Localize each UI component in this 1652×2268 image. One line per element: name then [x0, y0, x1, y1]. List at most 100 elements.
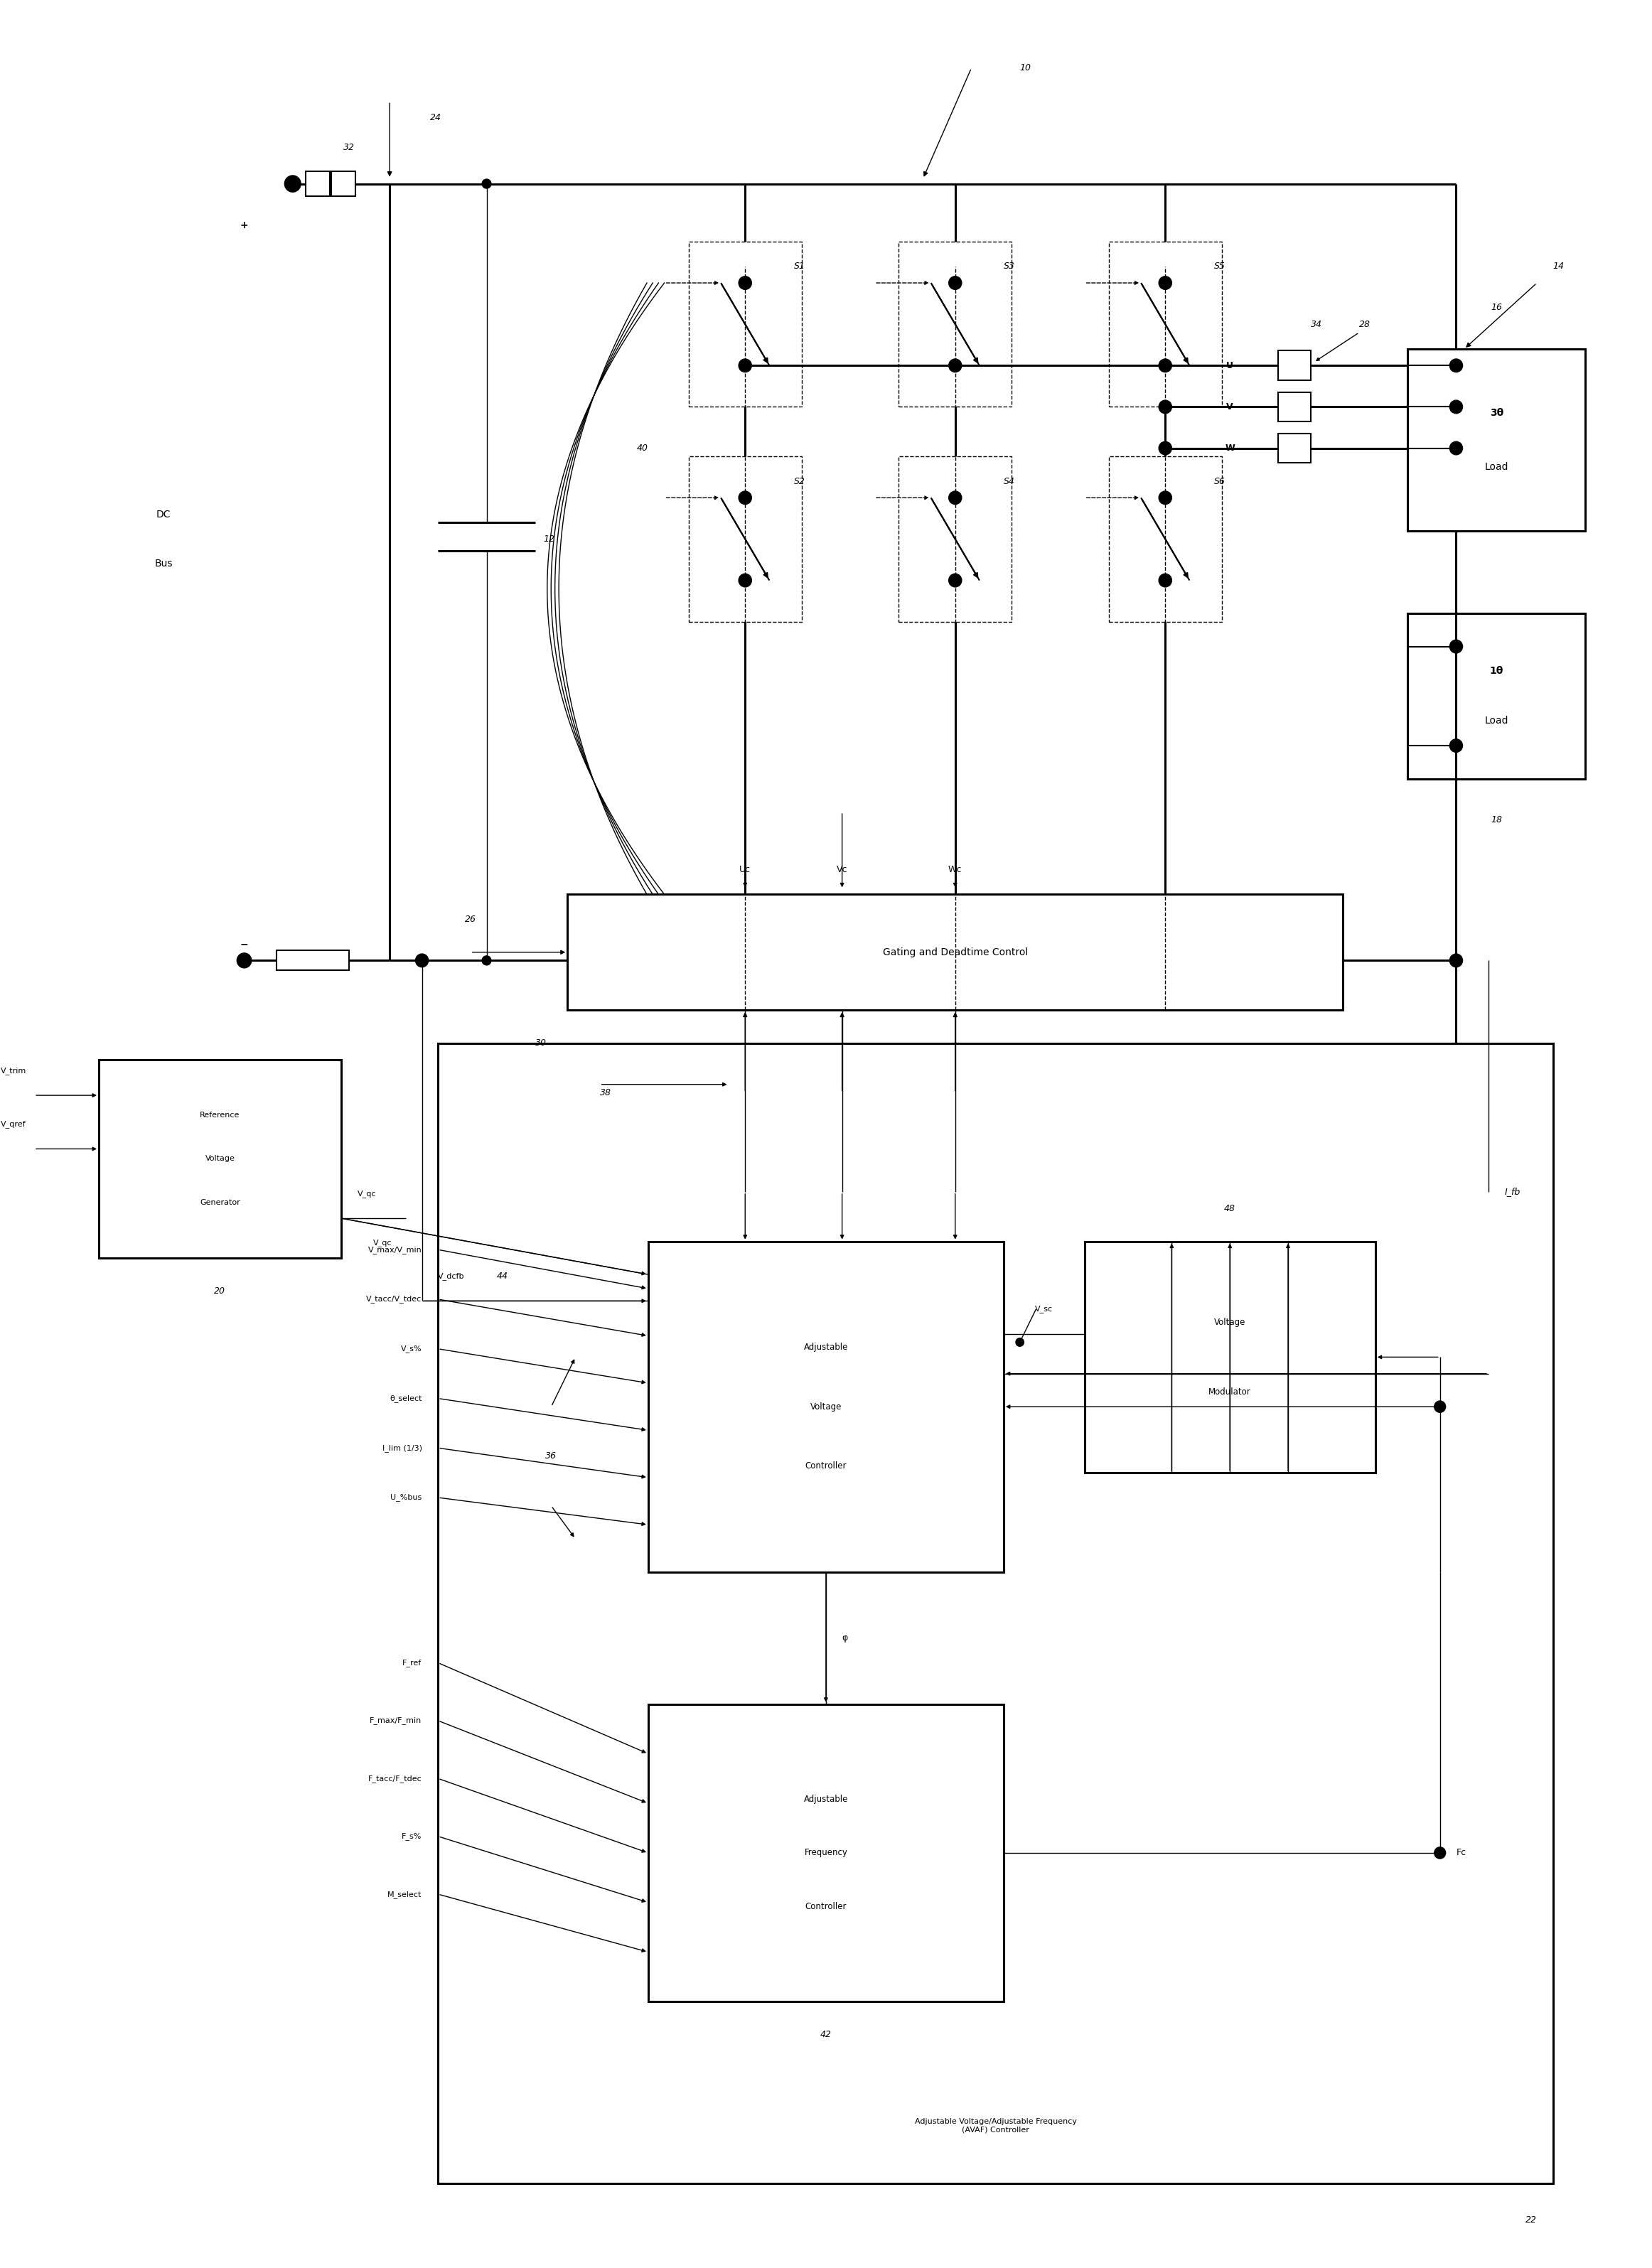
Text: S3: S3 [1004, 261, 1014, 270]
Text: 34: 34 [1310, 320, 1322, 329]
Text: F_max/F_min: F_max/F_min [370, 1717, 421, 1724]
Text: F_tacc/F_tdec: F_tacc/F_tdec [368, 1774, 421, 1783]
Circle shape [416, 955, 428, 966]
Text: V_tacc/V_tdec: V_tacc/V_tdec [367, 1295, 421, 1304]
Text: 10: 10 [1019, 64, 1031, 73]
Text: Voltage: Voltage [1214, 1318, 1246, 1327]
Text: 3θ: 3θ [1490, 408, 1503, 417]
Circle shape [740, 361, 750, 370]
Circle shape [948, 574, 961, 587]
Text: I_lim (1/3): I_lim (1/3) [382, 1445, 421, 1452]
Bar [689, 456, 801, 621]
Text: 26: 26 [464, 914, 476, 923]
Circle shape [1450, 955, 1462, 966]
Text: Voltage: Voltage [809, 1402, 843, 1411]
Text: M_select: M_select [388, 1889, 421, 1898]
Text: +: + [240, 220, 248, 229]
Bar [648, 1241, 1004, 1572]
Text: 28: 28 [1360, 320, 1371, 329]
Text: Load: Load [1485, 463, 1508, 472]
Circle shape [1450, 358, 1462, 372]
Circle shape [1158, 277, 1171, 290]
Bar [438, 1043, 1553, 2184]
Circle shape [1434, 1846, 1446, 1860]
Circle shape [1450, 442, 1462, 456]
Text: V_max/V_min: V_max/V_min [368, 1245, 421, 1254]
Bar [99, 1059, 342, 1259]
Text: S5: S5 [1214, 261, 1226, 270]
Text: Adjustable Voltage/Adjustable Frequency
(AVAF) Controller: Adjustable Voltage/Adjustable Frequency … [915, 2118, 1077, 2134]
Text: Fᴄ: Fᴄ [1455, 1848, 1467, 1857]
Bar [1108, 243, 1222, 406]
Circle shape [482, 179, 491, 188]
Text: −: − [240, 939, 248, 948]
Text: S4: S4 [1004, 476, 1014, 485]
Text: Vᴄ: Vᴄ [836, 864, 847, 873]
Text: Generator: Generator [200, 1200, 240, 1207]
Text: Reference: Reference [200, 1111, 240, 1118]
Text: 38: 38 [600, 1089, 611, 1098]
Text: I_fb: I_fb [1505, 1186, 1520, 1198]
Text: Controller: Controller [805, 1461, 847, 1470]
Bar [276, 950, 349, 971]
Text: S1: S1 [793, 261, 805, 270]
Text: Wᴄ: Wᴄ [948, 864, 961, 873]
Text: Adjustable: Adjustable [805, 1343, 847, 1352]
Text: Controller: Controller [805, 1903, 847, 1912]
Text: V: V [1226, 401, 1234, 411]
Text: Modulator: Modulator [1209, 1388, 1251, 1397]
Text: Load: Load [1485, 717, 1508, 726]
Circle shape [738, 492, 752, 503]
Bar [899, 456, 1011, 621]
Text: 32: 32 [344, 143, 355, 152]
Text: V_qref: V_qref [0, 1120, 26, 1127]
Bar [1408, 612, 1586, 778]
Circle shape [1450, 739, 1462, 753]
Text: 14: 14 [1553, 261, 1564, 270]
Circle shape [1161, 361, 1170, 370]
Circle shape [1450, 640, 1462, 653]
Text: Frequency: Frequency [805, 1848, 847, 1857]
Text: S6: S6 [1214, 476, 1226, 485]
Circle shape [1158, 358, 1171, 372]
Circle shape [1434, 1402, 1446, 1413]
Circle shape [738, 574, 752, 587]
Bar [306, 172, 330, 195]
Bar [689, 243, 801, 406]
Bar [567, 894, 1343, 1009]
Circle shape [738, 277, 752, 290]
Text: 36: 36 [545, 1452, 557, 1461]
Circle shape [1158, 399, 1171, 413]
Text: θ_select: θ_select [390, 1395, 421, 1402]
Circle shape [948, 277, 961, 290]
Text: W: W [1226, 445, 1234, 454]
Circle shape [482, 955, 491, 966]
Circle shape [950, 361, 960, 370]
Bar [1108, 456, 1222, 621]
Bar [1279, 392, 1310, 422]
Text: Gating and Deadtime Control: Gating and Deadtime Control [882, 948, 1028, 957]
Circle shape [1450, 399, 1462, 413]
Text: V_dcfb: V_dcfb [438, 1272, 464, 1279]
Text: 30: 30 [535, 1039, 547, 1048]
Bar [332, 172, 355, 195]
Text: U: U [1226, 361, 1234, 370]
Circle shape [1158, 492, 1171, 503]
Text: 44: 44 [497, 1272, 509, 1281]
Text: 48: 48 [1224, 1204, 1236, 1213]
Text: 20: 20 [215, 1286, 226, 1295]
Text: 1θ: 1θ [1490, 667, 1503, 676]
Circle shape [738, 358, 752, 372]
Text: 16: 16 [1490, 304, 1502, 313]
Text: 40: 40 [636, 445, 648, 454]
Text: U_%bus: U_%bus [390, 1495, 421, 1501]
Circle shape [948, 492, 961, 503]
Text: F_s%: F_s% [401, 1833, 421, 1839]
Bar [1408, 349, 1586, 531]
Text: 22: 22 [1525, 2216, 1536, 2225]
Text: F_ref: F_ref [403, 1658, 421, 1667]
Text: φ: φ [843, 1633, 847, 1642]
Text: Adjustable: Adjustable [805, 1794, 847, 1803]
Bar [1279, 433, 1310, 463]
Circle shape [1158, 442, 1171, 456]
